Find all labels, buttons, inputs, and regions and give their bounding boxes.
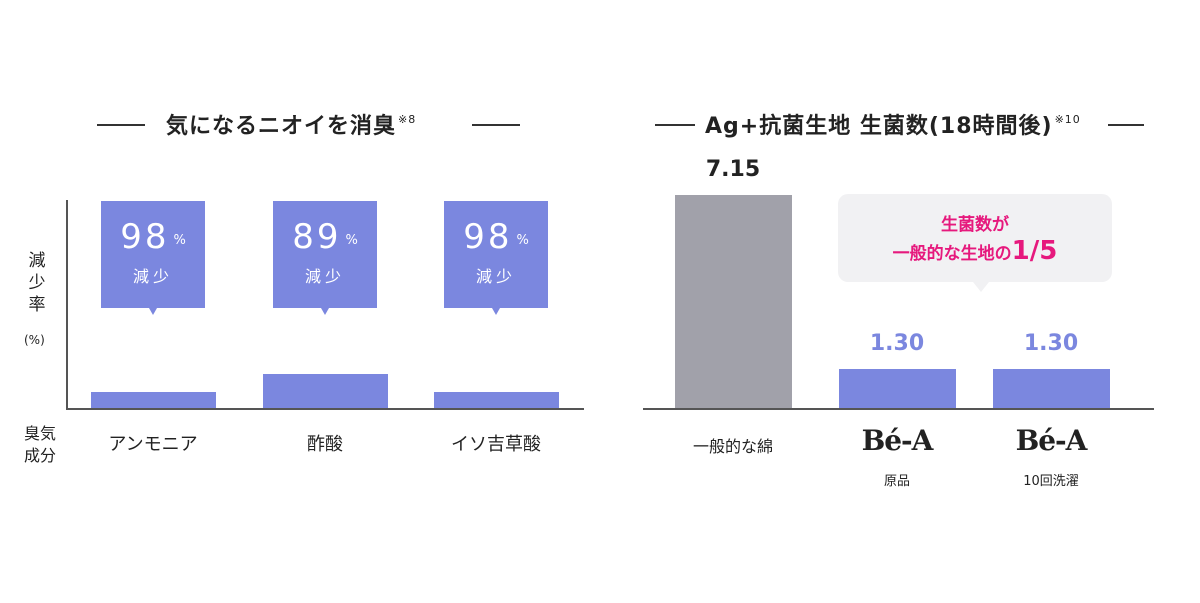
reduction-label-1: 減少 xyxy=(132,267,173,286)
right-category-sublabel-1: 原品 xyxy=(883,474,910,489)
reduction-label-2: 減少 xyxy=(304,267,345,286)
right-value-label-2: 1.30 xyxy=(869,331,925,357)
reduction-callout-1: 98% 減少 xyxy=(101,201,205,315)
right-title-rule-left xyxy=(655,124,695,126)
callout-pointer xyxy=(149,308,157,315)
right-title-text: Ag+抗菌生地 生菌数(18時間後) xyxy=(705,114,1053,139)
left-title-rule-left xyxy=(97,124,145,126)
reduction-value-2: 89% xyxy=(292,217,358,257)
left-x-axis xyxy=(66,408,584,410)
callout-pointer xyxy=(321,308,329,315)
callout-pointer xyxy=(973,282,989,292)
left-category-label-3: イソ吉草酸 xyxy=(451,434,541,455)
right-bar-1 xyxy=(674,195,792,408)
right-title-rule-right xyxy=(1108,124,1144,126)
left-y-axis-label: 減 少 率 xyxy=(27,250,47,316)
right-bar-2 xyxy=(838,369,956,408)
reduction-callout-2: 89% 減少 xyxy=(273,201,377,315)
callout-line-1: 生菌数が xyxy=(941,215,1009,235)
right-category-sublabel-2: 10回洗濯 xyxy=(1023,474,1079,489)
left-bar-3 xyxy=(433,392,559,408)
right-value-label-3: 1.30 xyxy=(1023,331,1079,357)
percent-symbol: % xyxy=(516,233,529,248)
left-y-label-char-2: 少 xyxy=(28,273,46,293)
reduction-label-3: 減少 xyxy=(475,267,516,286)
right-category-label-1: 一般的な綿 xyxy=(692,437,773,456)
callout-pointer xyxy=(492,308,500,315)
reduction-value-1: 98% xyxy=(120,217,186,257)
left-title-rule-right xyxy=(472,124,520,126)
reduction-callout-3: 98% 減少 xyxy=(444,201,548,315)
right-chart-title: Ag+抗菌生地 生菌数(18時間後) ※10 xyxy=(705,108,1081,140)
left-y-axis xyxy=(66,200,68,410)
brand-logo-2: Bé-A xyxy=(1015,424,1088,457)
left-category-label-1: アンモニア xyxy=(108,434,198,455)
comparison-callout: 生菌数が 一般的な生地の1/5 xyxy=(838,194,1112,292)
left-bar-1 xyxy=(90,392,216,408)
callout-emphasis-ratio: 1/5 xyxy=(1011,236,1058,266)
left-y-label-char-3: 率 xyxy=(28,295,46,315)
left-category-label-2: 酢酸 xyxy=(307,434,343,455)
left-x-label-line-1: 臭気 xyxy=(24,424,57,443)
left-x-label-line-2: 成分 xyxy=(24,446,57,465)
left-bar-2 xyxy=(262,374,388,408)
callout-line-2-prefix: 一般的な生地の xyxy=(892,244,1012,264)
left-title-note: ※8 xyxy=(398,113,417,126)
left-title-text: 気になるニオイを消臭 xyxy=(166,114,397,139)
percent-symbol: % xyxy=(345,233,358,248)
callout-line-2: 一般的な生地の1/5 xyxy=(838,236,1112,266)
left-y-unit: (%) xyxy=(24,333,45,347)
percent-symbol: % xyxy=(173,233,186,248)
reduction-value-3: 98% xyxy=(463,217,529,257)
right-bar-3 xyxy=(992,369,1110,408)
right-title-note: ※10 xyxy=(1054,113,1081,126)
brand-logo-1: Bé-A xyxy=(861,424,934,457)
right-x-axis xyxy=(643,408,1154,410)
right-value-label-1: 7.15 xyxy=(705,157,761,182)
left-x-axis-label: 臭気 成分 xyxy=(24,423,56,467)
left-y-label-char-1: 減 xyxy=(28,251,46,271)
left-chart-title: 気になるニオイを消臭 ※8 xyxy=(166,108,416,140)
